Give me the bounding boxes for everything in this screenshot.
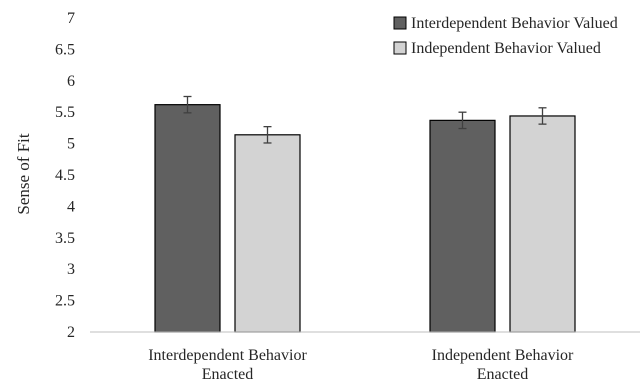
y-tick-label: 3.5 <box>55 230 75 247</box>
y-tick-label: 6 <box>67 73 75 90</box>
x-tick-label: Enacted <box>202 366 254 381</box>
legend-swatch <box>393 41 407 55</box>
y-tick-label: 5.5 <box>55 104 75 121</box>
bar <box>429 119 496 333</box>
y-tick-label: 2 <box>67 324 75 341</box>
x-tick-label: Interdependent Behavior <box>148 347 307 364</box>
bars <box>154 104 576 333</box>
y-tick-label: 6.5 <box>55 41 75 58</box>
y-axis: 2 2.5 3 3.5 4 4.5 5 5.5 6 6.5 7 <box>55 10 75 341</box>
y-tick-label: 2.5 <box>55 293 75 310</box>
y-tick-label: 7 <box>67 10 75 27</box>
bar <box>154 104 221 333</box>
bar <box>234 134 301 333</box>
legend-swatch <box>393 16 407 30</box>
bar <box>509 115 576 333</box>
legend-label: Independent Behavior Valued <box>411 40 601 57</box>
y-axis-label: Sense of Fit <box>14 133 33 215</box>
x-tick-label: Independent Behavior <box>432 347 574 364</box>
y-tick-label: 4 <box>67 198 75 215</box>
x-axis-tick-labels: Interdependent Behavior Enacted Independen… <box>148 347 574 381</box>
y-tick-label: 4.5 <box>55 167 75 184</box>
y-tick-label: 5 <box>67 136 75 153</box>
x-tick-label: Enacted <box>477 366 529 381</box>
error-bars <box>183 95 547 144</box>
legend-label: Interdependent Behavior Valued <box>411 15 618 32</box>
y-tick-label: 3 <box>67 261 75 278</box>
legend: Interdependent Behavior Valued Independen… <box>393 15 618 57</box>
